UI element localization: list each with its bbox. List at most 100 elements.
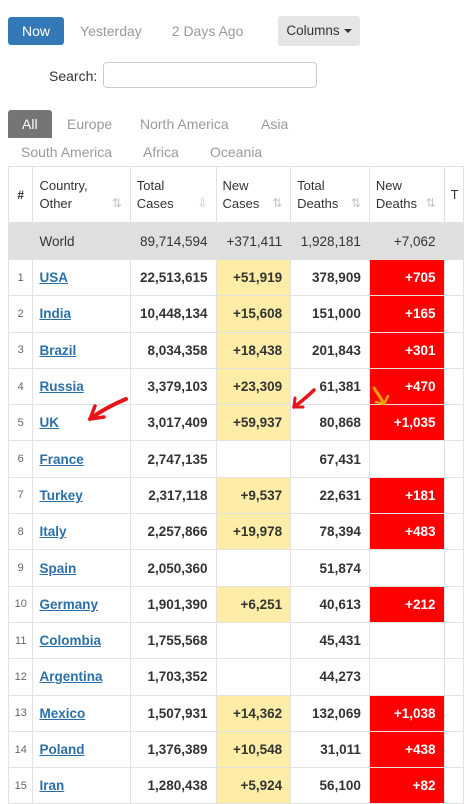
header-total-deaths[interactable]: Total Deaths ⇅ [290,166,370,223]
tab-yesterday[interactable]: Yesterday [80,23,142,39]
country-link[interactable]: UK [39,415,59,431]
country-link[interactable]: Poland [39,742,85,757]
rank-cell: 15 [7,767,34,804]
rank-cell: 10 [7,585,34,623]
table-row: 1 USA 22,513,615 +51,919 378,909 +705 [7,258,464,297]
extra-cell [443,331,464,369]
table-row: 15 Iran 1,280,438 +5,924 56,100 +82 [7,767,464,804]
table-row: 8 Italy 2,257,866 +19,978 78,394 +483 [7,513,464,551]
country-cell: Argentina [32,658,131,696]
total-cases-cell: 8,034,358 [129,331,217,369]
region-tab-africa[interactable]: Africa [143,144,179,160]
region-tab-all[interactable]: All [8,110,52,138]
country-link[interactable]: Spain [39,560,77,576]
header-more-columns[interactable]: T [443,166,464,223]
tab-now[interactable]: Now [8,17,65,45]
extra-cell [443,730,464,769]
search-input[interactable] [103,62,317,88]
annotation-arrow-new-cases [292,388,316,409]
cases-table: # Country, Other ⇅ Total Cases ⇩ New Cases ⇅ T… [7,166,464,804]
columns-button[interactable]: Columns [278,16,360,46]
total-deaths-cell: 80,868 [290,404,370,442]
total-deaths-cell: 378,909 [290,258,370,297]
total-cases-cell: 1,507,931 [129,694,217,732]
extra-cell [443,367,464,406]
table-row: 2 India 10,448,134 +15,608 151,000 +165 [7,295,464,333]
annotation-arrow-uk [88,397,128,421]
header-new-deaths[interactable]: New Deaths ⇅ [368,166,445,223]
total-deaths-cell: 61,381 [290,367,370,406]
table-row: 6 France 2,747,135 67,431 [7,440,464,478]
rank-cell: 13 [7,694,34,732]
header-new-cases[interactable]: New Cases ⇅ [215,166,292,223]
region-tab-north-america[interactable]: North America [140,116,229,132]
new-cases-cell: +23,309 [215,367,292,406]
country-link[interactable]: USA [39,270,68,286]
world-total-deaths: 1,928,181 [290,222,370,260]
header-total-cases[interactable]: Total Cases ⇩ [129,166,217,223]
columns-button-label: Columns [286,23,340,38]
country-cell: Mexico [32,694,131,732]
country-link[interactable]: Russia [39,379,84,395]
country-link[interactable]: Italy [39,524,67,540]
extra-cell [443,295,464,333]
new-deaths-cell: +1,035 [368,404,445,442]
new-deaths-cell: +181 [368,476,445,515]
country-cell: Poland [32,730,131,769]
extra-cell [443,549,464,587]
header-rank[interactable]: # [7,166,34,223]
country-cell: Iran [32,767,131,804]
rank-cell: 6 [7,440,34,478]
extra-cell [443,694,464,732]
country-link[interactable]: Colombia [39,633,101,649]
total-cases-cell: 1,280,438 [129,767,217,804]
total-cases-cell: 1,755,568 [129,621,217,660]
country-link[interactable]: Germany [39,596,98,612]
country-link[interactable]: Turkey [39,487,83,503]
country-cell: Germany [32,585,131,623]
table-row: 5 UK 3,017,409 +59,937 80,868 +1,035 [7,404,464,442]
table-row: 14 Poland 1,376,389 +10,548 31,011 +438 [7,730,464,769]
country-link[interactable]: Argentina [39,669,103,685]
region-tab-south-america[interactable]: South America [21,144,113,160]
country-link[interactable]: Mexico [39,705,86,721]
region-tab-asia[interactable]: Asia [261,116,289,132]
new-cases-cell: +15,608 [215,295,292,333]
new-cases-cell: +51,919 [215,258,292,297]
world-new-deaths: +7,062 [368,222,445,260]
search-label: Search: [49,68,98,84]
country-cell: Brazil [32,331,131,369]
total-cases-cell: 2,257,866 [129,513,217,551]
total-deaths-cell: 45,431 [290,621,370,660]
new-deaths-cell: +165 [368,295,445,333]
extra-cell [443,658,464,696]
total-deaths-cell: 44,273 [290,658,370,696]
total-deaths-cell: 201,843 [290,331,370,369]
extra-cell [443,258,464,297]
country-cell: Spain [32,549,131,587]
total-deaths-cell: 31,011 [290,730,370,769]
tab-2-days-ago[interactable]: 2 Days Ago [171,23,244,39]
extra-cell [443,621,464,660]
annotation-arrow-deaths [372,386,390,406]
new-cases-cell: +19,978 [215,513,292,551]
region-tab-oceania[interactable]: Oceania [210,144,263,160]
new-deaths-cell: +705 [368,258,445,297]
table-row: 13 Mexico 1,507,931 +14,362 132,069 +1,038 [7,694,464,732]
new-deaths-cell: +212 [368,585,445,623]
country-link[interactable]: Iran [39,778,65,794]
country-link[interactable]: France [39,451,84,467]
table-row: 11 Colombia 1,755,568 45,431 [7,621,464,660]
country-cell: USA [32,258,131,297]
country-link[interactable]: India [39,306,71,322]
sort-icon: ⇅ [111,196,122,210]
country-link[interactable]: Brazil [39,342,77,358]
rank-cell: 11 [7,621,34,660]
country-cell: Italy [32,513,131,551]
table-row: 12 Argentina 1,703,352 44,273 [7,658,464,696]
region-tab-europe[interactable]: Europe [67,116,113,132]
new-deaths-cell: +483 [368,513,445,551]
header-country[interactable]: Country, Other ⇅ [32,166,131,223]
table-row: 10 Germany 1,901,390 +6,251 40,613 +212 [7,585,464,623]
new-cases-cell: +59,937 [215,404,292,442]
